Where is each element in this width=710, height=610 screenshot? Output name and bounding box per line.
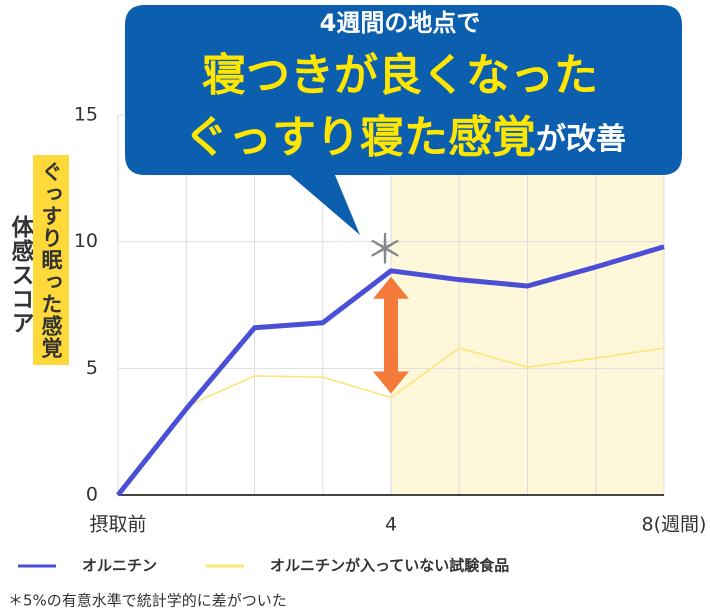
legend-label: オルニチンが入っていない試験食品 [270, 557, 509, 575]
callout-line2: 寝つきが良くなった [202, 50, 598, 101]
x-tick-label: 4 [385, 514, 397, 536]
difference-arrow [373, 276, 409, 394]
y-axis-sublabel: ぐっすり眠った感覚 [33, 155, 69, 365]
y-axis-label: 体感スコア [7, 215, 33, 335]
y-tick-label: 10 [74, 230, 98, 252]
series-line [116, 244, 665, 497]
legend-label: オルニチン [82, 557, 157, 575]
footnote: ＊5%の有意水準で統計学的に差がついた [8, 592, 287, 610]
callout-line1: 4週間の地点で [320, 9, 481, 37]
x-tick-label: 8(週間) [642, 514, 707, 536]
y-tick-label: 0 [86, 484, 98, 506]
y-tick-label: 15 [74, 104, 98, 126]
callout-line3a: ぐっすり寝た感覚 [184, 112, 536, 163]
x-tick-label: 摂取前 [89, 514, 146, 536]
y-tick-label: 5 [86, 357, 98, 379]
callout-line3: ぐっすり寝た感覚が改善 [184, 112, 626, 163]
significance-marker: ＊ [365, 227, 405, 273]
callout-bubble [125, 5, 682, 235]
series-line [117, 347, 665, 496]
callout-line3b: が改善 [536, 122, 626, 157]
